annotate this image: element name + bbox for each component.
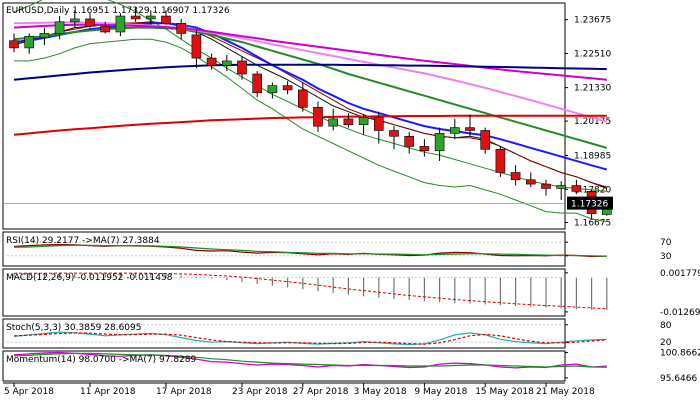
macd-indicator-label: MACD(12,26,9) -0.011952 -0.011458	[6, 273, 173, 283]
rsi-indicator-label: RSI(14) 29.2177 ->MA(7) 27.3884	[6, 236, 160, 246]
momentum-indicator-label: Momentum(14) 98.0700 ->MA(7) 97.8289	[6, 355, 197, 365]
time-axis-label: 15 May 2018	[475, 387, 534, 397]
time-axis-label: 23 Apr 2018	[232, 387, 288, 397]
symbol-ohlc-header: EURUSD,Daily 1.16951 1.17329 1.16907 1.1…	[6, 6, 230, 16]
moving-average-line-8	[13, 23, 607, 81]
bull-candle	[328, 118, 339, 127]
momentum-axis-label: 95.6466	[660, 374, 697, 384]
macd-panel-frame	[2, 268, 566, 317]
moving-average-line-6	[13, 26, 608, 149]
bull-candle	[222, 60, 232, 66]
macd-axis-label: -0.012693	[660, 308, 700, 318]
bear-candle	[373, 117, 384, 131]
price-axis-label: 1.18985	[574, 152, 611, 162]
stoch-axis-label: 80	[660, 321, 672, 331]
bear-candle	[282, 85, 293, 91]
bull-candle	[115, 15, 126, 33]
last-price-box	[567, 196, 613, 210]
rsi-panel-frame	[2, 231, 566, 267]
price-axis-label: 1.22510	[574, 49, 611, 59]
moving-average-line-10	[13, 114, 607, 136]
price-axis-label: 1.16675	[574, 218, 611, 228]
bear-candle	[313, 107, 323, 127]
bull-candle	[24, 36, 35, 49]
bear-candle	[480, 130, 491, 150]
stoch-line-1	[13, 331, 607, 346]
macd-axis-label: 0.001779	[660, 269, 700, 279]
bear-candle	[419, 146, 430, 152]
bear-candle	[161, 15, 171, 24]
bull-candle	[434, 133, 445, 152]
momentum-line-1	[13, 351, 607, 369]
price-axis-label: 1.21330	[574, 84, 611, 94]
bear-candle	[191, 34, 202, 59]
rsi-line-2	[13, 244, 607, 257]
time-axis-label: 11 Apr 2018	[80, 387, 136, 397]
bull-candle	[39, 33, 50, 39]
bull-candle	[146, 15, 156, 20]
bear-candle	[176, 22, 186, 34]
bull-candle	[54, 21, 65, 34]
time-axis-label: 5 Apr 2018	[4, 387, 54, 397]
bear-candle	[465, 127, 475, 131]
moving-average-line-1	[13, 0, 607, 192]
price-axis-label: 1.23675	[574, 16, 611, 26]
moving-average-line-2	[14, 38, 607, 223]
bear-candle	[571, 185, 582, 192]
bear-candle	[100, 25, 110, 33]
stoch-axis-label: 20	[660, 338, 672, 348]
momentum-axis-label: 100.8662	[660, 349, 700, 359]
bear-candle	[495, 149, 506, 173]
bear-candle	[510, 172, 521, 181]
moving-average-line-4	[13, 21, 607, 188]
last-price-label: 1.17326	[571, 200, 608, 210]
bear-candle	[404, 135, 415, 147]
bear-candle	[297, 89, 308, 108]
stoch-line-2	[13, 332, 607, 345]
stoch-panel-frame	[2, 318, 566, 349]
time-axis-label: 3 May 2018	[354, 387, 407, 397]
bull-candle	[449, 127, 460, 134]
rsi-axis-label: 70	[660, 238, 672, 248]
rsi-axis-label: 30	[660, 252, 672, 262]
bear-candle	[252, 73, 262, 94]
time-axis-label: 21 May 2018	[536, 387, 595, 397]
stoch-indicator-label: Stoch(5,3,3) 30.3859 28.6095	[6, 323, 141, 333]
moving-average-line-9	[13, 63, 607, 81]
time-axis-label: 9 May 2018	[414, 387, 467, 397]
macd-signal-line	[14, 272, 607, 310]
bear-candle	[541, 183, 551, 189]
time-axis-label: 27 Apr 2018	[293, 387, 349, 397]
bear-candle	[525, 179, 536, 185]
momentum-line-2	[13, 352, 607, 368]
bull-candle	[556, 185, 567, 189]
moving-average-line-7	[13, 21, 608, 123]
bull-candle	[70, 18, 80, 23]
bear-candle	[389, 130, 399, 137]
bear-candle	[206, 57, 217, 66]
bear-candle	[237, 60, 247, 75]
moving-average-line-5	[13, 22, 608, 171]
price-axis-label: 1.20175	[574, 117, 611, 127]
bear-candle	[85, 18, 95, 27]
bear-candle	[343, 118, 354, 125]
bull-candle	[267, 85, 278, 94]
time-axis-label: 17 Apr 2018	[156, 387, 212, 397]
bear-candle	[130, 15, 141, 20]
bear-candle	[9, 40, 19, 49]
bull-candle	[358, 117, 369, 125]
moving-average-line-3	[13, 21, 607, 189]
